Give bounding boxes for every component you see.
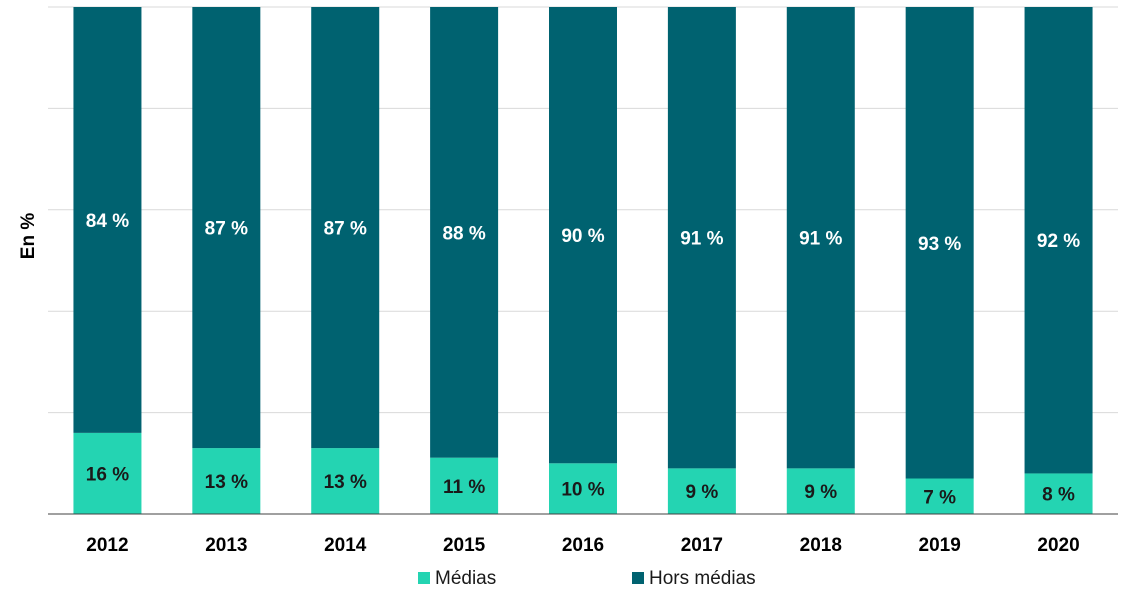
x-tick-label: 2012 xyxy=(86,535,128,556)
legend-label: Hors médias xyxy=(649,568,756,589)
legend-label: Médias xyxy=(435,568,496,589)
data-label-hors-m-dias-2017: 91 % xyxy=(680,229,723,250)
bar-hors-m-dias-2017 xyxy=(667,7,736,469)
data-label-hors-m-dias-2018: 91 % xyxy=(799,229,842,250)
data-label-m-dias-2016: 10 % xyxy=(561,480,604,501)
bar-m-dias-2013 xyxy=(192,448,261,514)
legend: Médias Hors médias xyxy=(418,568,756,589)
x-tick-label: 2016 xyxy=(562,535,604,556)
x-tick-label: 2013 xyxy=(205,535,247,556)
data-label-hors-m-dias-2012: 84 % xyxy=(86,211,129,232)
data-label-hors-m-dias-2013: 87 % xyxy=(205,219,248,240)
data-label-m-dias-2013: 13 % xyxy=(205,472,248,493)
bar-hors-m-dias-2019 xyxy=(905,7,974,479)
data-label-m-dias-2015: 11 % xyxy=(443,477,485,498)
bar-hors-m-dias-2014 xyxy=(311,7,380,449)
x-tick-label: 2019 xyxy=(919,535,961,556)
data-label-m-dias-2018: 9 % xyxy=(804,482,837,503)
data-label-hors-m-dias-2016: 90 % xyxy=(561,226,604,247)
x-tick-labels: 2012 2013 2014 2015 2016 2017 2018 2019 2020 xyxy=(86,535,1079,556)
bar-m-dias-2016 xyxy=(549,463,617,514)
bar-m-dias-2017 xyxy=(667,468,736,514)
data-label-hors-m-dias-2019: 93 % xyxy=(918,234,961,255)
legend-swatch xyxy=(418,572,430,584)
data-label-hors-m-dias-2014: 87 % xyxy=(324,219,367,240)
bar-hors-m-dias-2015 xyxy=(430,7,499,458)
bar-m-dias-2018 xyxy=(786,468,855,514)
x-tick-label: 2015 xyxy=(443,535,486,556)
bar-m-dias-2019 xyxy=(905,478,974,514)
bar-m-dias-2012 xyxy=(73,432,142,514)
data-label-hors-m-dias-2015: 88 % xyxy=(442,223,485,244)
x-tick-label: 2017 xyxy=(681,535,723,556)
bar-hors-m-dias-2016 xyxy=(549,7,617,464)
bar-hors-m-dias-2018 xyxy=(786,7,855,469)
legend-swatch xyxy=(632,572,644,584)
bar-hors-m-dias-2020 xyxy=(1024,7,1093,474)
y-axis-label: En % xyxy=(18,213,39,260)
data-label-m-dias-2017: 9 % xyxy=(686,482,719,503)
data-label-m-dias-2019: 7 % xyxy=(923,487,956,508)
bar-m-dias-2015 xyxy=(430,457,499,514)
bar-hors-m-dias-2012 xyxy=(73,7,142,433)
x-tick-label: 2020 xyxy=(1037,535,1079,556)
x-tick-label: 2014 xyxy=(324,535,367,556)
bar-m-dias-2014 xyxy=(311,448,380,514)
data-label-m-dias-2014: 13 % xyxy=(324,472,367,493)
bar-hors-m-dias-2013 xyxy=(192,7,261,449)
data-label-m-dias-2012: 16 % xyxy=(86,464,129,485)
bars: 16 % 84 % 13 % 87 % 13 % 87 % 11 % 88 % 10 % 90 %… xyxy=(73,7,1093,514)
x-tick-label: 2018 xyxy=(800,535,842,556)
data-label-hors-m-dias-2020: 92 % xyxy=(1037,231,1080,252)
bar-m-dias-2020 xyxy=(1024,473,1093,514)
data-label-m-dias-2020: 8 % xyxy=(1042,485,1075,506)
